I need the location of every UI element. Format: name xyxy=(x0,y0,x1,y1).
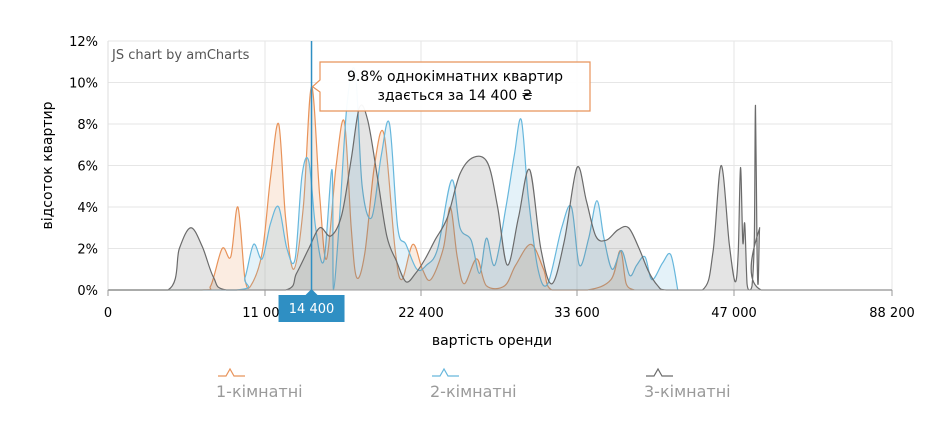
x-tick-label: 0 xyxy=(104,306,112,321)
series-areas xyxy=(108,66,892,291)
series-area xyxy=(108,86,635,291)
series-3[interactable] xyxy=(108,104,892,291)
cursor-x-balloon-pointer xyxy=(305,289,318,295)
y-tick-label: 6% xyxy=(77,160,98,175)
legend-marker xyxy=(218,367,245,377)
y-tick-label: 0% xyxy=(77,284,98,299)
legend-label: 3-кімнатні xyxy=(644,382,731,401)
legend-marker xyxy=(646,367,673,377)
y-axis-title: відсоток квартир xyxy=(40,101,56,229)
x-tick-label: 11 000 xyxy=(242,306,288,321)
y-tick-label: 8% xyxy=(77,118,98,133)
series-area xyxy=(108,67,678,291)
legend-item-1[interactable]: 1-кімнатні xyxy=(216,367,303,401)
cursor: 14 400 9.8% однокімнатних квартир здається… xyxy=(278,41,591,322)
x-tick-label: 47 000 xyxy=(711,306,757,321)
axes: 0% 2% 4% 6% 8% 10% 12% 0 11 000 22 400 33 600 47 00… xyxy=(69,35,915,321)
legend-marker xyxy=(432,367,459,377)
x-axis-title: вартість оренди xyxy=(432,333,552,349)
series-1[interactable] xyxy=(108,86,635,291)
series-line xyxy=(108,104,892,291)
cursor-tooltip-line1: 9.8% однокімнатних квартир xyxy=(347,69,563,85)
series-line xyxy=(108,66,679,291)
series-line xyxy=(108,86,635,291)
cursor-x-balloon xyxy=(278,295,345,322)
legend-item-2[interactable]: 2-кімнатні xyxy=(430,367,517,401)
cursor-x-label: 14 400 xyxy=(289,302,335,317)
x-tick-label: 22 400 xyxy=(398,306,444,321)
chart-credit[interactable]: JS chart by amCharts xyxy=(111,48,250,63)
cursor-tooltip-line2: здається за 14 400 ₴ xyxy=(377,88,532,104)
x-tick-label: 33 600 xyxy=(554,306,600,321)
legend-item-3[interactable]: 3-кімнатні xyxy=(644,367,731,401)
cursor-tooltip-box xyxy=(311,61,591,112)
y-tick-label: 12% xyxy=(69,35,98,50)
y-tick-label: 10% xyxy=(69,77,98,92)
y-tick-label: 2% xyxy=(77,243,98,258)
y-tick-label: 4% xyxy=(77,201,98,216)
legend-label: 2-кімнатні xyxy=(430,382,517,401)
legend: 1-кімнатні 2-кімнатні 3-кімнатні xyxy=(216,367,731,401)
legend-label: 1-кімнатні xyxy=(216,382,303,401)
series-2[interactable] xyxy=(108,66,679,291)
series-area xyxy=(108,104,892,290)
x-tick-label: 88 200 xyxy=(869,306,915,321)
